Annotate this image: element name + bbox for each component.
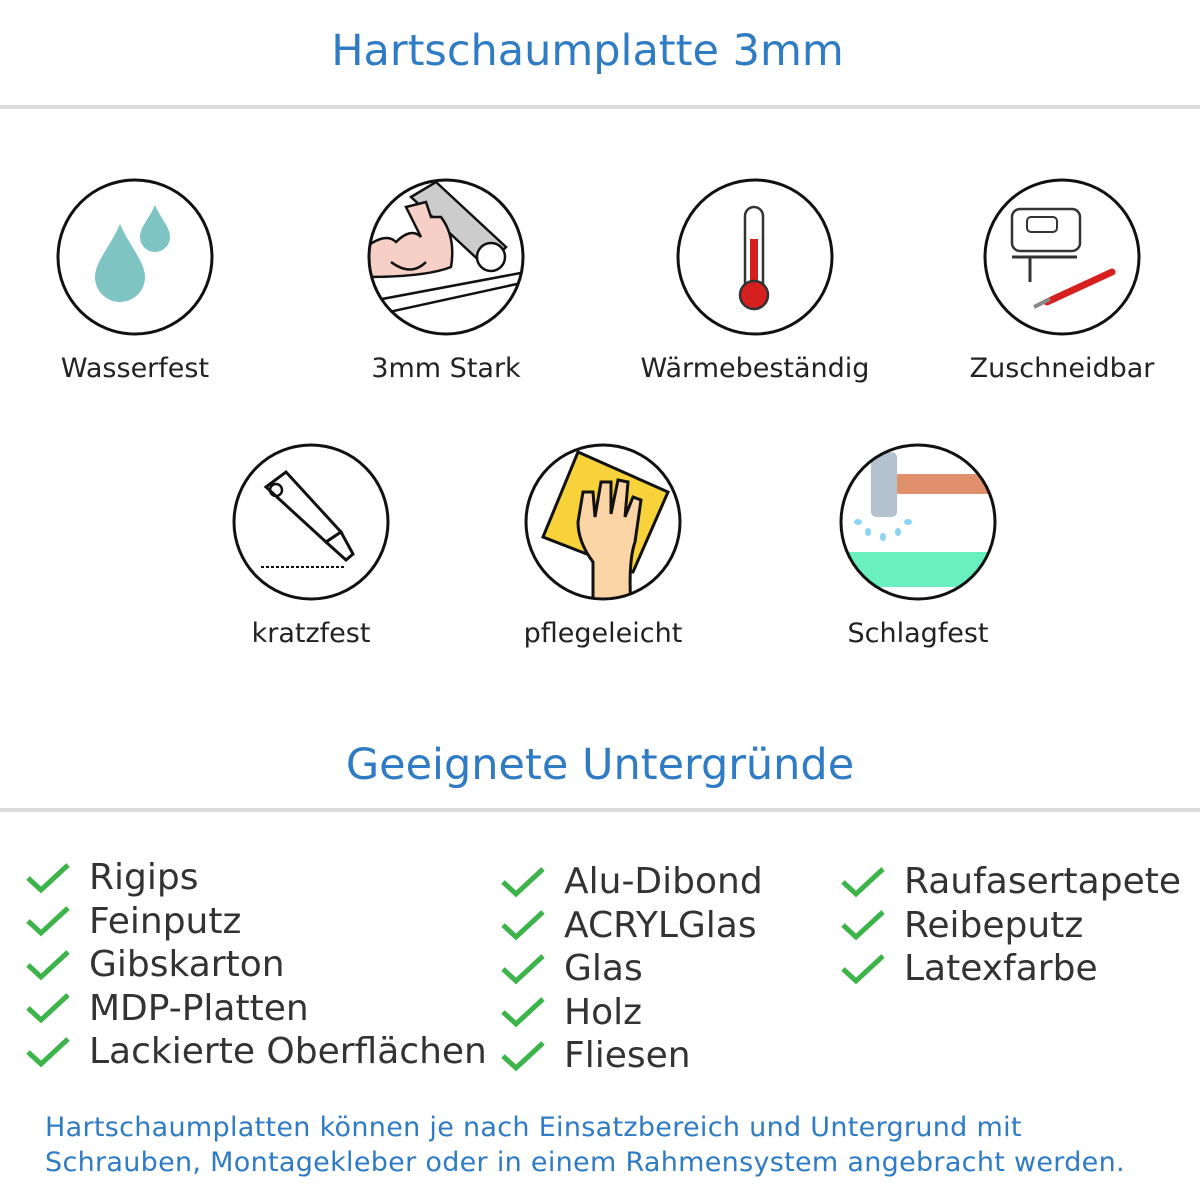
check-icon <box>501 997 545 1028</box>
list-item: Rigips <box>25 856 487 900</box>
feature-label: pflegeleicht <box>523 618 683 649</box>
list-item: MDP-Platten <box>25 987 487 1031</box>
list-item: Reibeputz <box>840 904 1181 948</box>
check-icon <box>26 949 70 981</box>
hand-sponge-icon <box>524 443 682 601</box>
check-icon <box>501 910 545 941</box>
section-title: Geeignete Untergründe <box>345 740 855 790</box>
feature-waermebestaendig: Wärmebeständig <box>605 177 905 384</box>
surface-column-2: Alu-Dibond ACRYLGlas Glas Holz Fliesen <box>500 860 763 1078</box>
hammer-icon <box>839 443 997 601</box>
page-title: Hartschaumplatte 3mm <box>331 26 844 76</box>
feature-3mm-stark: 3mm Stark <box>296 177 596 384</box>
footer-note: Hartschaumplatten können je nach Einsatz… <box>45 1110 1125 1180</box>
check-icon <box>26 862 70 894</box>
list-item: ACRYLGlas <box>500 904 763 948</box>
check-icon <box>501 866 545 898</box>
flexed-arm-icon <box>367 178 525 336</box>
water-drops-icon <box>56 178 214 336</box>
feature-label: 3mm Stark <box>371 353 521 384</box>
check-icon <box>501 953 545 985</box>
check-icon <box>501 1040 545 1072</box>
feature-wasserfest: Wasserfest <box>0 177 285 384</box>
list-item: Lackierte Oberflächen <box>25 1030 487 1074</box>
feature-label: Wärmebeständig <box>640 353 870 384</box>
list-item: Fliesen <box>500 1034 763 1078</box>
check-icon <box>26 906 70 937</box>
list-item: Gibskarton <box>25 943 487 987</box>
list-item: Raufasertapete <box>840 860 1181 904</box>
surface-column-3: Raufasertapete Reibeputz Latexfarbe <box>840 860 1181 991</box>
footer-line-2: Schrauben, Montagekleber oder in einem R… <box>45 1147 1125 1178</box>
divider <box>0 808 1200 812</box>
jigsaw-cutter-icon <box>983 178 1141 336</box>
feature-label: Zuschneidbar <box>969 353 1155 384</box>
list-item: Latexfarbe <box>840 947 1181 991</box>
feature-pflegeleicht: pflegeleicht <box>453 442 753 649</box>
list-item: Alu-Dibond <box>500 860 763 904</box>
list-item: Holz <box>500 991 763 1035</box>
list-item: Glas <box>500 947 763 991</box>
feature-label: Wasserfest <box>60 353 210 384</box>
box-cutter-icon <box>232 443 390 601</box>
divider <box>0 105 1200 109</box>
feature-label: kratzfest <box>251 618 371 649</box>
feature-label: Schlagfest <box>847 618 989 649</box>
check-icon <box>841 953 885 985</box>
check-icon <box>841 910 885 941</box>
surface-column-1: Rigips Feinputz Gibskarton MDP-Platten L… <box>25 856 487 1074</box>
feature-schlagfest: Schlagfest <box>768 442 1068 649</box>
feature-zuschneidbar: Zuschneidbar <box>912 177 1200 384</box>
check-icon <box>26 993 70 1024</box>
footer-line-1: Hartschaumplatten können je nach Einsatz… <box>45 1112 1022 1143</box>
check-icon <box>26 1036 70 1068</box>
feature-kratzfest: kratzfest <box>161 442 461 649</box>
list-item: Feinputz <box>25 900 487 944</box>
check-icon <box>841 866 885 898</box>
thermometer-icon <box>676 178 834 336</box>
